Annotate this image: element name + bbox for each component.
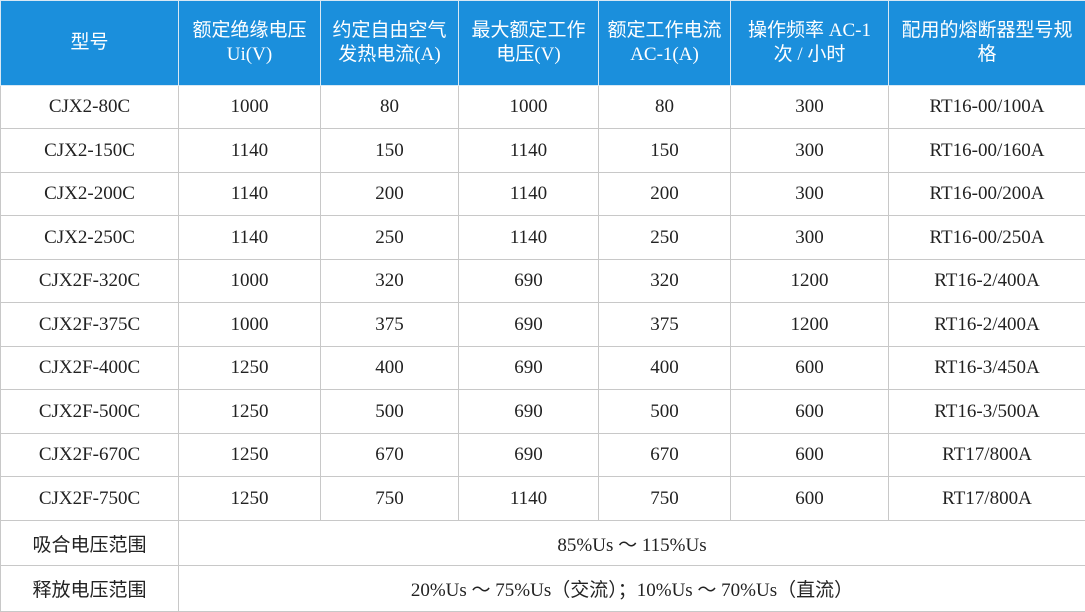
table-cell: 200 xyxy=(598,171,731,217)
table-cell: 690 xyxy=(458,389,599,434)
table-cell: 375 xyxy=(320,302,459,347)
table-cell: 300 xyxy=(730,128,889,173)
table-cell: RT16-3/450A xyxy=(888,345,1085,391)
table-cell: 690 xyxy=(458,302,599,347)
table-cell: 600 xyxy=(730,476,889,521)
table-cell: CJX2F-500C xyxy=(0,389,179,434)
table-cell: CJX2F-400C xyxy=(0,345,179,391)
table-cell: RT16-2/400A xyxy=(888,258,1085,304)
table-cell: 400 xyxy=(598,345,731,391)
table-cell: 150 xyxy=(598,128,731,173)
table-cell: 300 xyxy=(730,84,889,130)
table-cell: RT16-00/250A xyxy=(888,215,1085,260)
table-cell: 1250 xyxy=(178,432,321,478)
table-cell: 300 xyxy=(730,215,889,260)
table-cell: CJX2-250C xyxy=(0,215,179,260)
table-cell: 1000 xyxy=(178,258,321,304)
table-cell: 670 xyxy=(320,432,459,478)
table-cell: 500 xyxy=(320,389,459,434)
table-cell: 80 xyxy=(598,84,731,130)
footer-label: 释放电压范围 xyxy=(0,565,179,612)
table-cell: 80 xyxy=(320,84,459,130)
table-cell: 320 xyxy=(598,258,731,304)
table-row: CJX2-250C 1140 250 1140 250 300 RT16-00/250A xyxy=(0,215,1085,260)
table-cell: 690 xyxy=(458,345,599,391)
table-cell: 750 xyxy=(598,476,731,521)
table-cell: 600 xyxy=(730,389,889,434)
table-cell: 320 xyxy=(320,258,459,304)
table-row: CJX2F-320C 1000 320 690 320 1200 RT16-2/400A xyxy=(0,258,1085,304)
footer-row: 释放电压范围 20%Us ～ 75%Us（交流）；10%Us ～ 70%Us（直流… xyxy=(0,565,1085,612)
table-row: CJX2-150C 1140 150 1140 150 300 RT16-00/160A xyxy=(0,128,1085,173)
header-cell: 型号 xyxy=(0,0,179,86)
table-cell: CJX2F-375C xyxy=(0,302,179,347)
table-body: CJX2-80C 1000 80 1000 80 300 RT16-00/100A CJX2-… xyxy=(0,84,1085,612)
table-cell: 1000 xyxy=(178,84,321,130)
table-cell: 1140 xyxy=(178,128,321,173)
table-cell: 150 xyxy=(320,128,459,173)
header-row: 型号 额定绝缘电压 Ui(V) 约定自由空气发热电流(A) 最大额定工作电压(V) 额定… xyxy=(0,0,1085,86)
table-cell: 300 xyxy=(730,171,889,217)
table-cell: 500 xyxy=(598,389,731,434)
table-cell: 1000 xyxy=(458,84,599,130)
table-cell: 600 xyxy=(730,432,889,478)
table-cell: 750 xyxy=(320,476,459,521)
table-cell: 600 xyxy=(730,345,889,391)
table-cell: RT16-3/500A xyxy=(888,389,1085,434)
table-cell: 200 xyxy=(320,171,459,217)
table-cell: 670 xyxy=(598,432,731,478)
table-cell: CJX2F-750C xyxy=(0,476,179,521)
table-cell: 1200 xyxy=(730,258,889,304)
table-cell: 1250 xyxy=(178,476,321,521)
table-cell: CJX2F-320C xyxy=(0,258,179,304)
table-cell: 250 xyxy=(320,215,459,260)
header-cell: 额定工作电流 AC-1(A) xyxy=(598,0,731,86)
table-cell: CJX2F-670C xyxy=(0,432,179,478)
table-row: CJX2F-670C 1250 670 690 670 600 RT17/800A xyxy=(0,432,1085,478)
footer-value: 20%Us ～ 75%Us（交流）；10%Us ～ 70%Us（直流） xyxy=(178,565,1085,612)
header-cell: 配用的熔断器型号规格 xyxy=(888,0,1085,86)
table-cell: 1140 xyxy=(178,171,321,217)
header-cell: 额定绝缘电压 Ui(V) xyxy=(178,0,321,86)
footer-row: 吸合电压范围 85%Us ～ 115%Us xyxy=(0,519,1085,567)
table-cell: 1140 xyxy=(178,215,321,260)
table-row: CJX2F-500C 1250 500 690 500 600 RT16-3/500A xyxy=(0,389,1085,434)
table-cell: 1000 xyxy=(178,302,321,347)
footer-label: 吸合电压范围 xyxy=(0,519,179,567)
table-cell: 1140 xyxy=(458,171,599,217)
header-cell: 最大额定工作电压(V) xyxy=(458,0,599,86)
table-cell: 1200 xyxy=(730,302,889,347)
table-cell: RT16-2/400A xyxy=(888,302,1085,347)
table-cell: 690 xyxy=(458,258,599,304)
table-row: CJX2-80C 1000 80 1000 80 300 RT16-00/100A xyxy=(0,84,1085,130)
table-cell: RT16-00/200A xyxy=(888,171,1085,217)
table-cell: RT16-00/100A xyxy=(888,84,1085,130)
table-cell: 1250 xyxy=(178,389,321,434)
table-cell: 1140 xyxy=(458,215,599,260)
header-cell: 操作频率 AC-1 次 / 小时 xyxy=(730,0,889,86)
table-cell: CJX2-80C xyxy=(0,84,179,130)
header-cell: 约定自由空气发热电流(A) xyxy=(320,0,459,86)
table-cell: CJX2-200C xyxy=(0,171,179,217)
table-cell: 250 xyxy=(598,215,731,260)
table-cell: 375 xyxy=(598,302,731,347)
table-row: CJX2-200C 1140 200 1140 200 300 RT16-00/200A xyxy=(0,171,1085,217)
table-cell: 1140 xyxy=(458,128,599,173)
table-row: CJX2F-375C 1000 375 690 375 1200 RT16-2/400A xyxy=(0,302,1085,347)
table-cell: 1140 xyxy=(458,476,599,521)
table-cell: 400 xyxy=(320,345,459,391)
table-cell: CJX2-150C xyxy=(0,128,179,173)
table-row: CJX2F-400C 1250 400 690 400 600 RT16-3/450A xyxy=(0,345,1085,391)
table-cell: 690 xyxy=(458,432,599,478)
table-cell: RT17/800A xyxy=(888,432,1085,478)
table-row: CJX2F-750C 1250 750 1140 750 600 RT17/800A xyxy=(0,476,1085,521)
footer-value: 85%Us ～ 115%Us xyxy=(178,519,1085,567)
table-cell: RT16-00/160A xyxy=(888,128,1085,173)
table-cell: 1250 xyxy=(178,345,321,391)
table-cell: RT17/800A xyxy=(888,476,1085,521)
